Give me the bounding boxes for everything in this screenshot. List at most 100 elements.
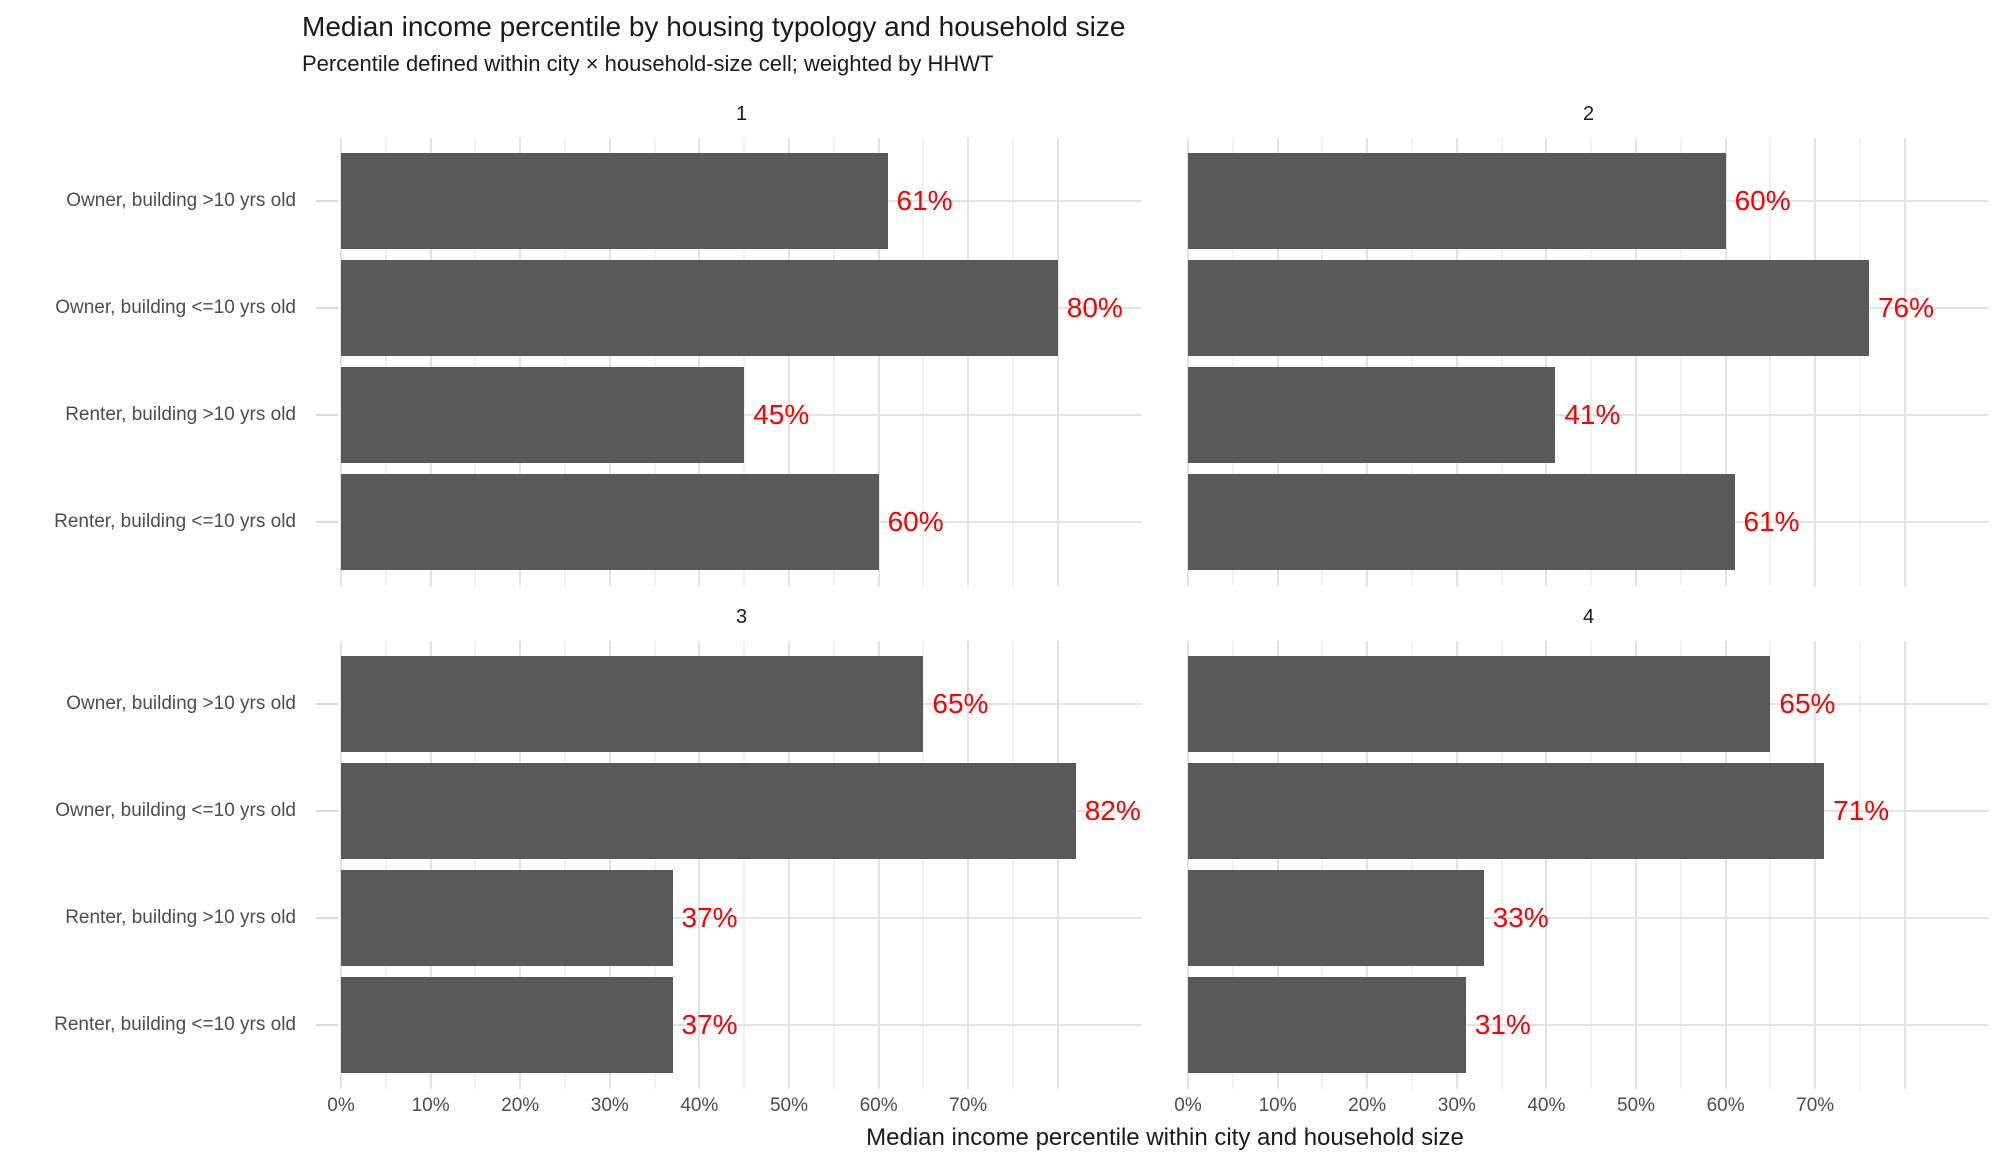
gridline-major-vertical <box>1634 641 1637 1089</box>
gridline-minor-vertical <box>1679 138 1682 586</box>
x-axis-title: Median income percentile within city and… <box>866 1124 1464 1151</box>
gridline-major-vertical <box>1903 641 1906 1089</box>
x-axis-tick-label: 70% <box>949 1095 988 1116</box>
gridline-major-vertical <box>1903 138 1906 586</box>
bar-value-label: 31% <box>1474 1009 1531 1040</box>
gridline-minor-vertical <box>1011 138 1014 586</box>
gridline-minor-vertical <box>1500 641 1503 1089</box>
gridline-major-vertical <box>519 641 522 1089</box>
facet-strip-label: 4 <box>1582 606 1595 628</box>
gridline-minor-vertical <box>653 641 656 1089</box>
gridline-major-vertical <box>1056 138 1059 586</box>
gridline-major-vertical <box>787 641 790 1089</box>
gridline-minor-vertical <box>743 138 746 586</box>
bar-value-label: 33% <box>1492 902 1549 933</box>
bar-value-label: 60% <box>887 506 944 537</box>
bar <box>341 367 745 463</box>
x-axis-tick-label: 70% <box>1796 1095 1835 1116</box>
gridline-minor-vertical <box>384 641 387 1089</box>
gridline-major-vertical <box>1276 138 1279 586</box>
gridline-minor-vertical <box>653 138 656 586</box>
gridline-major-horizontal <box>1188 1024 1989 1026</box>
gridline-minor-vertical <box>474 138 477 586</box>
gridline-minor-vertical <box>832 138 835 586</box>
facet-strip-label: 2 <box>1582 103 1595 125</box>
x-axis-tick-label: 0% <box>327 1095 355 1116</box>
gridline-minor-vertical <box>384 138 387 586</box>
bar <box>341 763 1076 859</box>
gridline-major-vertical <box>1814 138 1817 586</box>
gridline-minor-vertical <box>1410 641 1413 1089</box>
gridline-minor-vertical <box>743 641 746 1089</box>
gridline-major-vertical <box>1724 138 1727 586</box>
gridline-major-horizontal <box>1188 414 1989 416</box>
gridline-major-vertical <box>1187 138 1189 586</box>
gridline-minor-vertical <box>1769 138 1772 586</box>
bar <box>341 656 924 752</box>
y-axis-label: Owner, building >10 yrs old <box>66 190 296 211</box>
bar <box>1188 260 1869 356</box>
facet-panel-2: 60% 76% 41% 61% <box>1187 138 1989 586</box>
gridline-minor-vertical <box>1858 138 1861 586</box>
gridline-minor-vertical <box>1410 138 1413 586</box>
gridline-minor-vertical <box>832 641 835 1089</box>
gridline-major-vertical <box>787 138 790 586</box>
facet-strip-label: 1 <box>735 103 748 125</box>
bar <box>341 870 673 966</box>
gridline-major-vertical <box>608 138 611 586</box>
bar <box>341 977 673 1073</box>
bar-value-label: 65% <box>1779 688 1836 719</box>
gridline-major-vertical <box>1187 641 1189 1089</box>
gridline-major-vertical <box>608 641 611 1089</box>
gridline-minor-vertical <box>922 138 925 586</box>
gridline-minor-vertical <box>1231 641 1234 1089</box>
gridline-minor-vertical <box>1231 138 1234 586</box>
facet-panel-1: 61% 80% 45% 60% <box>340 138 1142 586</box>
gridline-major-vertical <box>1814 641 1817 1089</box>
bar-value-label: 76% <box>1877 292 1934 323</box>
gridline-minor-vertical <box>1011 641 1014 1089</box>
bar <box>1188 474 1735 570</box>
gridline-major-vertical <box>1455 641 1458 1089</box>
gridline-minor-vertical <box>922 641 925 1089</box>
y-axis-tick <box>316 917 338 919</box>
gridline-minor-vertical <box>563 641 566 1089</box>
gridline-major-vertical <box>340 641 342 1089</box>
gridline-minor-vertical <box>563 138 566 586</box>
bar-value-label: 37% <box>681 1009 738 1040</box>
y-axis-label: Renter, building <=10 yrs old <box>54 1014 296 1035</box>
x-axis-tick-label: 10% <box>1258 1095 1297 1116</box>
bar <box>1188 763 1825 859</box>
bar-value-label: 41% <box>1564 399 1621 430</box>
gridline-minor-vertical <box>1769 641 1772 1089</box>
y-axis-tick <box>316 521 338 523</box>
gridline-major-vertical <box>967 641 970 1089</box>
y-axis-tick <box>316 414 338 416</box>
bar-value-label: 65% <box>932 688 989 719</box>
gridline-major-vertical <box>1724 641 1727 1089</box>
gridline-minor-vertical <box>1590 641 1593 1089</box>
x-axis-tick-label: 40% <box>680 1095 719 1116</box>
gridline-major-vertical <box>1366 641 1369 1089</box>
y-axis-tick <box>316 1024 338 1026</box>
gridline-major-vertical <box>1545 138 1548 586</box>
gridline-major-vertical <box>1455 138 1458 586</box>
gridline-major-vertical <box>429 138 432 586</box>
gridline-minor-vertical <box>1321 138 1324 586</box>
bar <box>1188 870 1484 966</box>
gridline-minor-vertical <box>1858 641 1861 1089</box>
gridline-minor-vertical <box>1679 641 1682 1089</box>
bar <box>1188 367 1556 463</box>
gridline-major-vertical <box>698 641 701 1089</box>
y-axis-tick <box>316 810 338 812</box>
y-axis-label: Owner, building <=10 yrs old <box>55 297 296 318</box>
gridline-major-vertical <box>1056 641 1059 1089</box>
bar <box>1188 977 1466 1073</box>
y-axis-label: Owner, building >10 yrs old <box>66 693 296 714</box>
gridline-minor-vertical <box>1590 138 1593 586</box>
gridline-major-vertical <box>340 138 342 586</box>
bar <box>341 474 879 570</box>
x-axis-tick-label: 20% <box>501 1095 540 1116</box>
x-axis-tick-label: 50% <box>769 1095 808 1116</box>
